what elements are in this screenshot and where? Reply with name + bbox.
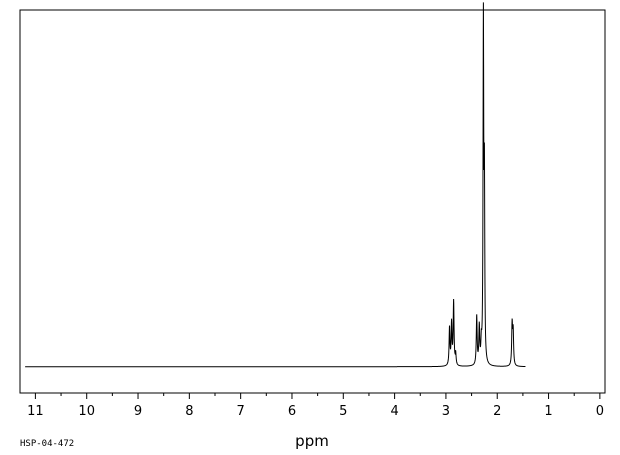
x-tick-label: 1 bbox=[544, 404, 552, 419]
x-tick-label: 4 bbox=[390, 404, 398, 419]
x-axis-ticks bbox=[34, 393, 601, 399]
x-tick-label: 6 bbox=[288, 404, 296, 419]
x-tick-label: 0 bbox=[596, 404, 604, 419]
x-axis-tick-labels: 11 10 9 8 7 6 5 4 3 2 1 0 bbox=[27, 404, 604, 419]
spectrum-code-label: HSP-04-472 bbox=[20, 439, 74, 449]
x-tick-label: 11 bbox=[27, 404, 44, 419]
x-tick-label: 7 bbox=[237, 404, 245, 419]
plot-frame bbox=[19, 9, 606, 394]
x-tick-label: 9 bbox=[134, 404, 142, 419]
x-tick-label: 8 bbox=[185, 404, 193, 419]
x-tick-label: 5 bbox=[339, 404, 347, 419]
x-tick-label: 3 bbox=[442, 404, 450, 419]
x-axis-title: ppm bbox=[295, 432, 329, 450]
x-tick-label: 2 bbox=[493, 404, 501, 419]
spectrum-trace bbox=[25, 2, 526, 368]
x-tick-label: 10 bbox=[78, 404, 95, 419]
